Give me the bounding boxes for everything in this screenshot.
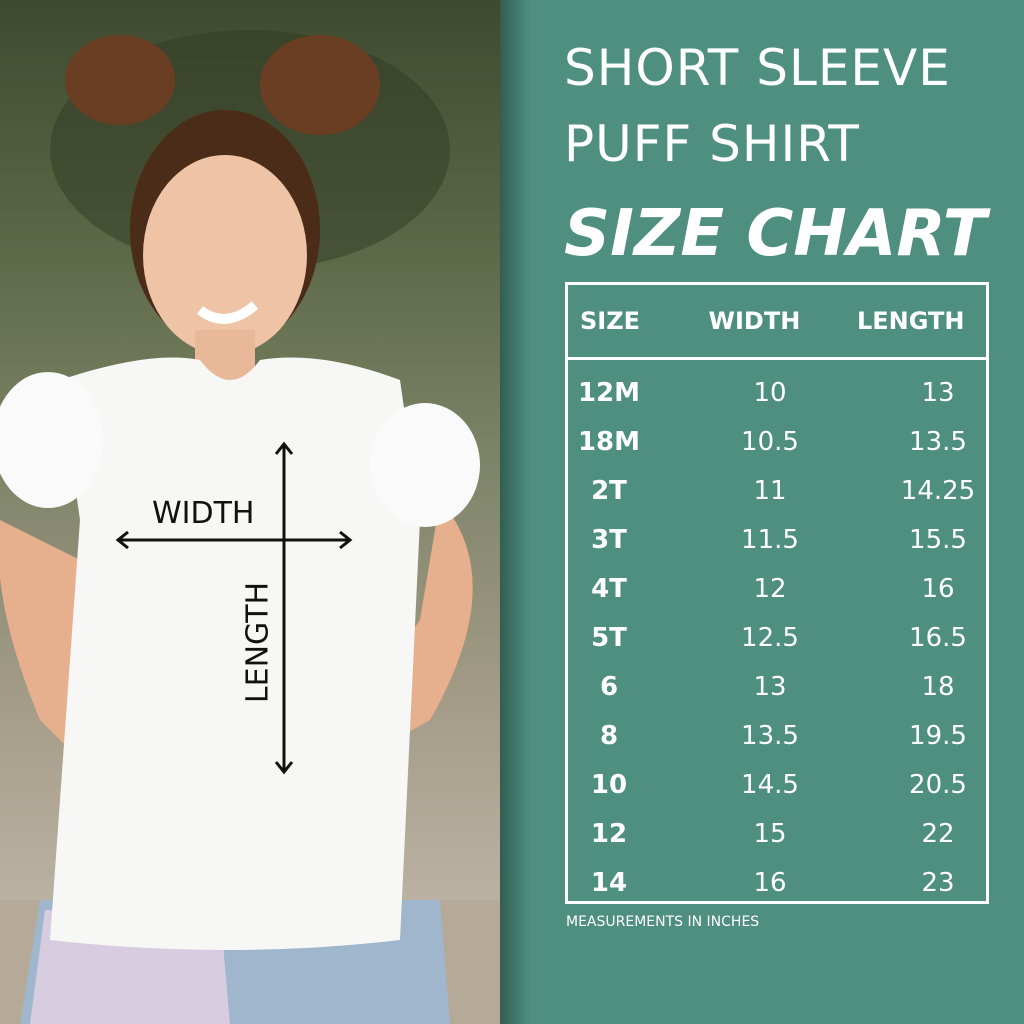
cell-width: 13: [753, 671, 787, 702]
cell-size: 18M: [577, 426, 641, 457]
width-label: WIDTH: [152, 496, 255, 531]
cell-size: 2T: [591, 475, 627, 506]
title-line-2: PUFF SHIRT: [564, 115, 860, 173]
cell-size: 5T: [591, 622, 627, 653]
table-row: 12M 10 13: [568, 368, 986, 417]
table-row: 12 15 22: [568, 809, 986, 858]
cell-length: 19.5: [909, 720, 967, 751]
cell-length: 22: [921, 818, 955, 849]
cell-length: 16.5: [909, 622, 967, 653]
table-row: 14 16 23: [568, 858, 986, 907]
cell-width: 11.5: [741, 524, 799, 555]
table-row: 8 13.5 19.5: [568, 711, 986, 760]
cell-size: 3T: [591, 524, 627, 555]
table-row: 6 13 18: [568, 662, 986, 711]
cell-size: 12M: [577, 377, 641, 408]
table-row: 10 14.5 20.5: [568, 760, 986, 809]
title-line-3: SIZE CHART: [564, 197, 987, 271]
panel-shadow: [500, 0, 530, 1024]
cell-length: 16: [921, 573, 955, 604]
cell-width: 11: [753, 475, 787, 506]
table-row: 18M 10.5 13.5: [568, 417, 986, 466]
title-line-1: SHORT SLEEVE: [564, 39, 951, 97]
cell-width: 12: [753, 573, 787, 604]
header-length: LENGTH: [856, 307, 965, 335]
table-body: 12M 10 13 18M 10.5 13.5 2T 11 14.25 3T 11.5 15.5 4T 1…: [568, 360, 986, 907]
header-size: SIZE: [580, 307, 641, 335]
cell-length: 20.5: [909, 769, 967, 800]
shirt-illustration: [0, 30, 500, 1024]
table-row: 3T 11.5 15.5: [568, 515, 986, 564]
cell-length: 18: [921, 671, 955, 702]
cell-width: 10.5: [741, 426, 799, 457]
table-row: 4T 12 16: [568, 564, 986, 613]
cell-width: 15: [753, 818, 787, 849]
cell-length: 13: [921, 377, 955, 408]
cell-size: 8: [599, 720, 619, 751]
cell-width: 13.5: [741, 720, 799, 751]
cell-length: 14.25: [900, 475, 976, 506]
cell-length: 23: [921, 867, 955, 898]
cell-width: 14.5: [741, 769, 799, 800]
size-chart-panel: SHORT SLEEVE PUFF SHIRT SIZE CHART SIZE …: [500, 0, 1024, 1024]
header-width: WIDTH: [708, 307, 801, 335]
table-row: 2T 11 14.25: [568, 466, 986, 515]
table-header: SIZE WIDTH LENGTH: [568, 285, 986, 360]
cell-size: 12: [590, 818, 628, 849]
table-row: 5T 12.5 16.5: [568, 613, 986, 662]
cell-length: 13.5: [909, 426, 967, 457]
model-photo: WIDTH LENGTH: [0, 0, 500, 1024]
measurement-note: MEASUREMENTS IN INCHES: [566, 914, 760, 930]
size-table: SIZE WIDTH LENGTH 12M 10 13 18M 10.5 13.5 2T 11…: [565, 282, 989, 904]
cell-length: 15.5: [909, 524, 967, 555]
cell-width: 12.5: [741, 622, 799, 653]
length-label: LENGTH: [240, 581, 276, 704]
cell-size: 4T: [591, 573, 627, 604]
cell-size: 6: [599, 671, 619, 702]
cell-size: 14: [590, 867, 628, 898]
cell-width: 10: [753, 377, 787, 408]
cell-size: 10: [590, 769, 628, 800]
cell-width: 16: [753, 867, 787, 898]
